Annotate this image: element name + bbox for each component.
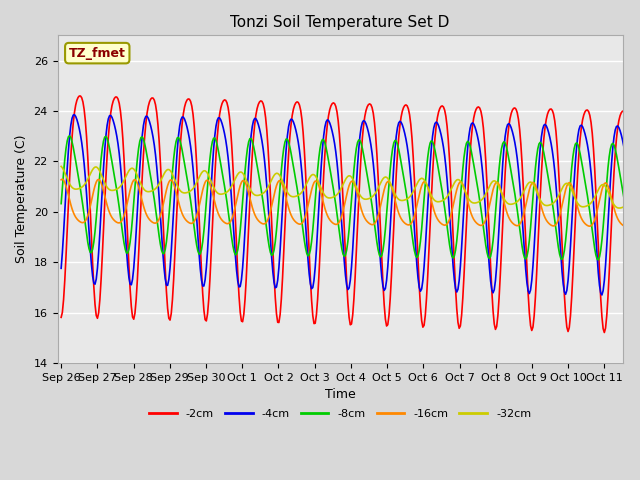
-32cm: [381, 174, 389, 180]
X-axis label: Time: Time: [324, 388, 355, 401]
-4cm: [634, 293, 640, 299]
-16cm: [303, 208, 310, 214]
Y-axis label: Soil Temperature (C): Soil Temperature (C): [15, 135, 28, 264]
-2cm: [411, 177, 419, 182]
-4cm: [411, 227, 419, 232]
-2cm: [303, 194, 310, 200]
-8cm: [585, 201, 593, 206]
Line: -16cm: -16cm: [61, 179, 640, 227]
-4cm: [484, 249, 492, 254]
-2cm: [637, 331, 640, 336]
Line: -2cm: -2cm: [61, 96, 640, 334]
-32cm: [301, 183, 309, 189]
-16cm: [622, 224, 630, 229]
Line: -8cm: -8cm: [61, 136, 640, 260]
-2cm: [239, 319, 246, 324]
Line: -32cm: -32cm: [61, 167, 640, 208]
-2cm: [58, 314, 65, 320]
-4cm: [239, 265, 246, 271]
-16cm: [484, 208, 492, 214]
-32cm: [410, 189, 417, 194]
-32cm: [237, 169, 245, 175]
-4cm: [383, 277, 390, 283]
-8cm: [383, 212, 390, 218]
-8cm: [239, 198, 246, 204]
-16cm: [637, 181, 640, 187]
-4cm: [70, 112, 78, 118]
-4cm: [637, 277, 640, 283]
Text: TZ_fmet: TZ_fmet: [69, 47, 125, 60]
-8cm: [631, 257, 639, 263]
-4cm: [585, 149, 593, 155]
-2cm: [383, 323, 390, 329]
-8cm: [58, 201, 65, 206]
-16cm: [585, 223, 593, 229]
-8cm: [303, 251, 310, 256]
-32cm: [615, 205, 623, 211]
-32cm: [58, 164, 65, 169]
-16cm: [411, 213, 419, 219]
-16cm: [383, 180, 390, 186]
Line: -4cm: -4cm: [61, 115, 640, 296]
-2cm: [484, 208, 492, 214]
Title: Tonzi Soil Temperature Set D: Tonzi Soil Temperature Set D: [230, 15, 450, 30]
-8cm: [66, 133, 74, 139]
Legend: -2cm, -4cm, -8cm, -16cm, -32cm: -2cm, -4cm, -8cm, -16cm, -32cm: [145, 404, 536, 423]
-4cm: [303, 239, 310, 245]
-4cm: [58, 265, 65, 271]
-16cm: [58, 176, 66, 182]
-32cm: [637, 184, 640, 190]
-8cm: [484, 254, 492, 260]
-8cm: [637, 209, 640, 215]
-32cm: [584, 203, 591, 208]
-16cm: [58, 177, 65, 183]
-2cm: [585, 108, 593, 114]
-8cm: [411, 248, 419, 253]
-2cm: [77, 93, 84, 99]
-32cm: [483, 189, 491, 194]
-16cm: [239, 178, 246, 183]
